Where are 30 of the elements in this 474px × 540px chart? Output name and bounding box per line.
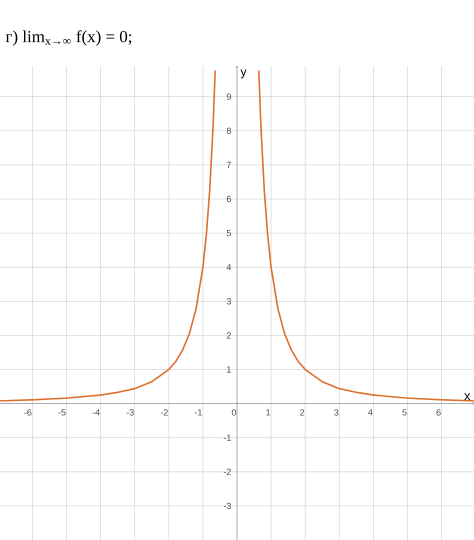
y-tick-label: 6	[226, 196, 231, 202]
y-axis-title: y	[240, 70, 246, 78]
y-tick-label: 1	[227, 366, 231, 373]
x-tick-label: -6	[24, 409, 32, 416]
y-tick-label: -3	[224, 502, 231, 510]
x-tick-label: -1	[194, 409, 202, 416]
x-tick-label: 4	[368, 409, 373, 416]
y-tick-label: 5	[226, 230, 231, 236]
x-tick-label: 1	[266, 409, 270, 416]
x-tick-label: -4	[92, 409, 100, 416]
x-tick-label: 2	[300, 409, 304, 416]
chart-title: г) lim$_{x→∞}$ f(x) = 0;	[6, 30, 132, 46]
y-tick-label: 7	[226, 162, 231, 168]
x-tick-label: -2	[160, 409, 168, 416]
line-series	[0, 70, 216, 402]
x-tick-label: 6	[436, 409, 441, 416]
line-series	[258, 70, 474, 402]
y-tick-label: 3	[226, 298, 231, 304]
x-tick-label: 3	[334, 409, 338, 416]
y-tick-label: -2	[224, 468, 231, 475]
x-tick-label: 5	[402, 409, 407, 416]
x-tick-label: -5	[58, 409, 66, 416]
x-tick-label: -3	[126, 409, 134, 416]
x-axis-title: x	[464, 393, 470, 400]
y-tick-label: -1	[224, 434, 231, 441]
y-tick-label: 9	[226, 94, 231, 100]
y-tick-label: 2	[226, 332, 231, 339]
x-tick-label: 0	[232, 409, 236, 416]
y-tick-label: 4	[226, 264, 232, 270]
y-tick-label: 8	[226, 128, 231, 134]
